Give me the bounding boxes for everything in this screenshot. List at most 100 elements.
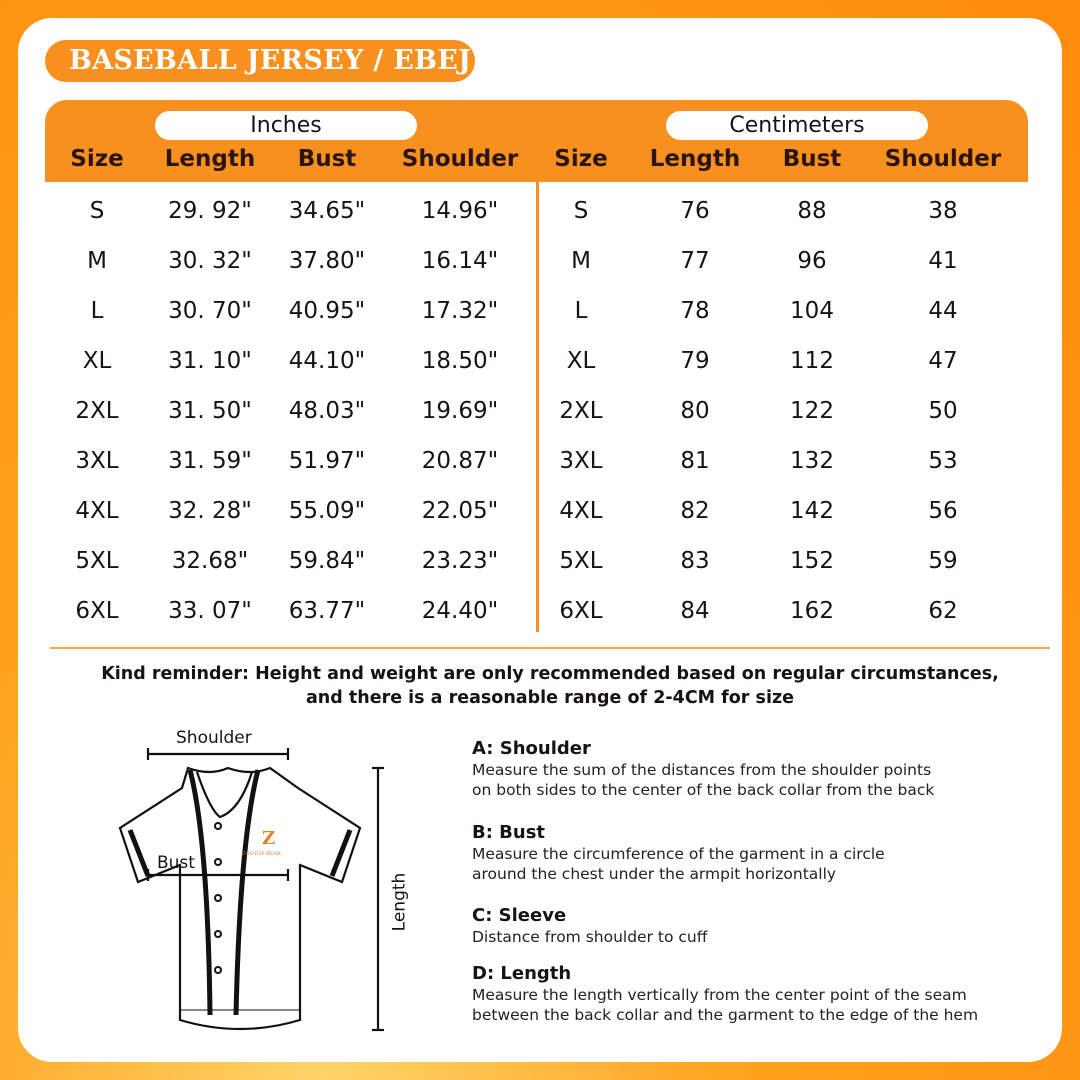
cm-cell-length: 78 (680, 298, 710, 324)
inches-cell-bust: 44.10" (288, 348, 366, 374)
cm-cell-bust: 132 (790, 448, 834, 474)
inches-cell-length: 30. 70" (168, 298, 252, 324)
measure-description: Measure the circumference of the garment… (472, 845, 885, 863)
measure-description: Measure the length vertically from the c… (472, 986, 967, 1004)
cm-cell-size: M (571, 248, 591, 274)
inches-cell-size: XL (82, 348, 112, 374)
reminder-line-1: Kind reminder: Height and weight are onl… (101, 664, 999, 684)
inches-cell-shoulder: 23.23" (421, 548, 499, 574)
inches-cell-size: 3XL (75, 448, 119, 474)
inches-cell-size: L (90, 298, 104, 324)
cm-cell-shoulder: 38 (928, 198, 958, 224)
measure-description: on both sides to the center of the back … (472, 781, 935, 799)
table-divider (536, 182, 539, 632)
inches-cell-shoulder: 19.69" (421, 398, 499, 424)
brand-logo-text: ZOOTOP BEAR (242, 851, 281, 857)
measure-sleeve: C: Sleeve Distance from shoulder to cuff (472, 905, 707, 947)
measure-length: D: Length Measure the length vertically f… (472, 963, 978, 1025)
measure-description: Measure the sum of the distances from th… (472, 761, 932, 779)
cm-cell-bust: 96 (797, 248, 827, 274)
cm-cell-shoulder: 47 (928, 348, 958, 374)
inches-cell-bust: 34.65" (288, 198, 366, 224)
inches-cell-shoulder: 14.96" (421, 198, 499, 224)
cm-cell-bust: 162 (790, 598, 834, 624)
inches-cell-bust: 51.97" (288, 448, 366, 474)
cm-cell-size: S (573, 198, 589, 224)
cm-header-size: Size (554, 146, 608, 172)
length-label: Length (389, 872, 410, 932)
inches-cell-bust: 63.77" (288, 598, 366, 624)
bust-label: Bust (157, 853, 195, 873)
cm-cell-bust: 112 (790, 348, 834, 374)
measure-title: B: Bust (472, 822, 546, 843)
cm-cell-bust: 104 (790, 298, 834, 324)
measure-shoulder: A: Shoulder Measure the sum of the distan… (472, 738, 934, 800)
inches-cell-length: 29. 92" (168, 198, 252, 224)
cm-cell-shoulder: 53 (928, 448, 958, 474)
cm-cell-size: 6XL (559, 598, 603, 624)
measure-bust: B: Bust Measure the circumference of the … (472, 822, 885, 884)
cm-header-shoulder: Shoulder (884, 146, 1002, 172)
inches-cell-length: 31. 10" (168, 348, 252, 374)
measure-title: A: Shoulder (472, 738, 591, 759)
cm-cell-size: L (574, 298, 588, 324)
cm-cell-length: 83 (680, 548, 710, 574)
measure-description: between the back collar and the garment … (472, 1006, 979, 1024)
inches-cell-size: 2XL (75, 398, 119, 424)
measure-title: D: Length (472, 963, 572, 984)
cm-cell-bust: 88 (797, 198, 827, 224)
inches-cell-shoulder: 17.32" (421, 298, 499, 324)
inches-header-bust: Bust (297, 146, 357, 172)
inches-cell-size: M (87, 248, 107, 274)
cm-cell-size: 5XL (559, 548, 603, 574)
inches-cell-length: 31. 50" (168, 398, 252, 424)
cm-cell-length: 82 (680, 498, 710, 524)
inches-cell-shoulder: 24.40" (421, 598, 499, 624)
inches-cell-size: S (89, 198, 105, 224)
cm-cell-shoulder: 41 (928, 248, 958, 274)
brand-logo: Z (262, 828, 275, 849)
cm-cell-length: 81 (680, 448, 710, 474)
centimeters-unit-label: Centimeters (666, 111, 928, 140)
inches-cell-length: 31. 59" (168, 448, 252, 474)
inches-header-size: Size (70, 146, 124, 172)
inches-cell-bust: 40.95" (288, 298, 366, 324)
cm-cell-length: 84 (680, 598, 710, 624)
cm-header-bust: Bust (782, 146, 842, 172)
cm-cell-size: 3XL (559, 448, 603, 474)
shoulder-label: Shoulder (176, 728, 252, 748)
cm-cell-bust: 142 (790, 498, 834, 524)
inches-cell-size: 5XL (75, 548, 119, 574)
cm-cell-shoulder: 50 (928, 398, 958, 424)
section-divider (50, 647, 1050, 649)
inches-cell-length: 33. 07" (168, 598, 252, 624)
cm-cell-length: 79 (680, 348, 710, 374)
cm-cell-shoulder: 62 (928, 598, 958, 624)
measure-title: C: Sleeve (472, 905, 567, 926)
inches-cell-bust: 55.09" (288, 498, 366, 524)
inches-cell-bust: 48.03" (288, 398, 366, 424)
cm-cell-bust: 152 (790, 548, 834, 574)
cm-cell-length: 77 (680, 248, 710, 274)
cm-header-length: Length (649, 146, 741, 172)
cm-cell-size: 2XL (559, 398, 603, 424)
inches-cell-shoulder: 18.50" (421, 348, 499, 374)
inches-cell-length: 32. 28" (168, 498, 252, 524)
inches-unit-label: Inches (155, 111, 417, 140)
cm-cell-shoulder: 56 (928, 498, 958, 524)
page-title: BASEBALL JERSEY / EBEJ (45, 40, 475, 82)
inches-cell-bust: 59.84" (288, 548, 366, 574)
inches-cell-size: 6XL (75, 598, 119, 624)
cm-cell-length: 80 (680, 398, 710, 424)
cm-cell-shoulder: 59 (928, 548, 958, 574)
cm-cell-bust: 122 (790, 398, 834, 424)
inches-header-shoulder: Shoulder (401, 146, 519, 172)
reminder-line-2: and there is a reasonable range of 2-4CM… (306, 688, 794, 708)
inches-cell-shoulder: 20.87" (421, 448, 499, 474)
cm-cell-length: 76 (680, 198, 710, 224)
inches-cell-bust: 37.80" (288, 248, 366, 274)
inches-cell-length: 30. 32" (168, 248, 252, 274)
cm-cell-shoulder: 44 (928, 298, 958, 324)
inches-cell-shoulder: 22.05" (421, 498, 499, 524)
jersey-diagram: Z ZOOTOP BEAR (118, 748, 384, 1032)
